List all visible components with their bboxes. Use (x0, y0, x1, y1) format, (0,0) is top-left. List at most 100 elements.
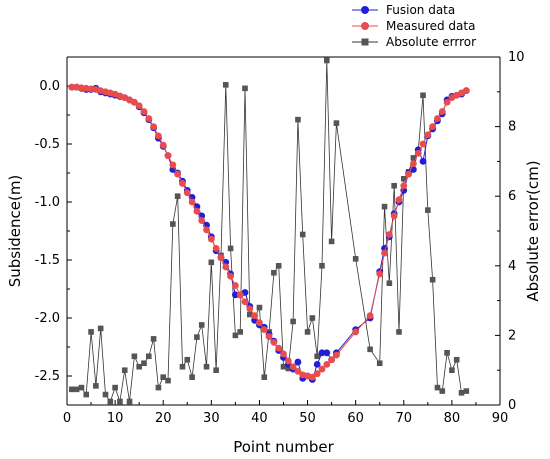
data-point-error (170, 221, 176, 227)
data-point-measured (289, 363, 297, 371)
data-point-error (285, 365, 292, 372)
data-point-error (83, 391, 90, 398)
data-point-measured (188, 198, 196, 206)
data-point-error (179, 363, 186, 370)
data-point-measured (352, 328, 360, 336)
data-point-measured (405, 170, 412, 178)
data-point-measured (68, 83, 76, 91)
data-point-measured (246, 305, 254, 313)
data-point-error (275, 263, 282, 269)
data-point-measured (164, 152, 172, 160)
x-tick-label: 0 (63, 411, 71, 426)
data-point-measured (366, 312, 374, 320)
data-point-fusion (419, 158, 427, 165)
data-point-error (126, 398, 133, 405)
data-point-error (69, 386, 75, 393)
data-point-measured (198, 217, 206, 224)
data-point-error (314, 353, 320, 360)
left-y-tick-label: -2.0 (35, 311, 60, 326)
data-point-measured (333, 351, 340, 359)
data-point-measured (385, 231, 393, 238)
data-point-measured (155, 132, 162, 140)
data-point-measured (424, 131, 432, 139)
legend-marker-fusion (361, 6, 369, 14)
data-point-error (381, 203, 388, 210)
legend-label-measured: Measured data (386, 19, 475, 33)
left-y-tick-label: -2.5 (35, 369, 60, 384)
right-y-axis-label: Absolute error(cm) (524, 160, 542, 301)
legend: Fusion data Measured data Absolute errro… (352, 3, 476, 49)
data-point-error (237, 329, 243, 335)
x-tick-label: 10 (107, 411, 124, 426)
data-point-measured (135, 102, 143, 110)
right-y-tick-label: 8 (508, 120, 516, 135)
data-point-measured (140, 108, 148, 115)
data-point-error (222, 82, 229, 88)
data-point-error (386, 280, 393, 286)
data-point-error (425, 207, 431, 213)
data-point-error (93, 383, 99, 389)
data-point-measured (318, 365, 326, 373)
data-point-measured (462, 87, 470, 95)
data-point-measured (390, 212, 398, 220)
data-point-fusion (313, 361, 321, 368)
data-point-measured (395, 196, 403, 204)
data-point-error (328, 238, 335, 245)
data-point-error (107, 398, 114, 405)
x-tick-label: 60 (347, 411, 364, 426)
legend-label-error: Absolute errror (386, 35, 476, 49)
data-point-fusion (323, 349, 331, 357)
data-point-measured (222, 263, 230, 271)
data-point-error (458, 390, 465, 396)
data-point-error (324, 57, 330, 64)
right-y-tick-label: 6 (508, 189, 516, 204)
data-point-error (434, 384, 441, 391)
data-point-error (145, 353, 152, 360)
data-point-error (73, 386, 80, 393)
data-point-measured (203, 226, 210, 234)
data-point-measured (376, 270, 384, 278)
data-point-measured (434, 115, 441, 122)
x-tick-label: 80 (444, 411, 461, 426)
data-point-error (444, 350, 450, 356)
left-y-tick-label: -1.0 (35, 195, 60, 210)
data-point-error (271, 269, 277, 276)
data-point-error (203, 363, 210, 370)
data-point-error (309, 315, 316, 321)
data-point-error (184, 356, 191, 363)
data-point-measured (169, 161, 177, 169)
data-point-error (213, 367, 219, 373)
data-point-error (165, 377, 171, 384)
data-point-error (189, 374, 195, 380)
data-point-error (352, 256, 359, 262)
data-point-error (261, 374, 268, 380)
data-point-error (150, 336, 157, 342)
data-point-fusion (318, 349, 326, 357)
data-point-error (141, 360, 147, 367)
data-point-measured (419, 140, 427, 148)
legend-item-fusion: Fusion data (352, 3, 455, 17)
data-point-measured (313, 370, 321, 378)
legend-label-fusion: Fusion data (386, 3, 455, 17)
data-point-measured (251, 312, 259, 320)
x-tick-label: 30 (203, 411, 220, 426)
data-point-measured (231, 282, 239, 289)
data-point-measured (241, 298, 249, 306)
data-point-error (319, 263, 325, 269)
data-point-error (247, 311, 253, 318)
data-point-fusion (231, 291, 239, 299)
left-y-tick-label: -0.5 (35, 137, 60, 152)
right-y-tick-label: 10 (508, 50, 525, 65)
data-point-error (88, 329, 94, 335)
data-point-error (102, 391, 109, 398)
data-point-measured (429, 123, 437, 130)
data-point-error (410, 155, 417, 161)
data-point-error (429, 276, 436, 283)
right-y-axis-ticks: 0 2 4 6 8 10 (495, 50, 525, 413)
data-point-error (242, 85, 248, 92)
data-point-measured (193, 207, 201, 215)
data-point-measured (130, 98, 138, 106)
data-point-measured (183, 189, 191, 197)
data-point-error (376, 360, 383, 367)
data-point-error (256, 304, 263, 311)
